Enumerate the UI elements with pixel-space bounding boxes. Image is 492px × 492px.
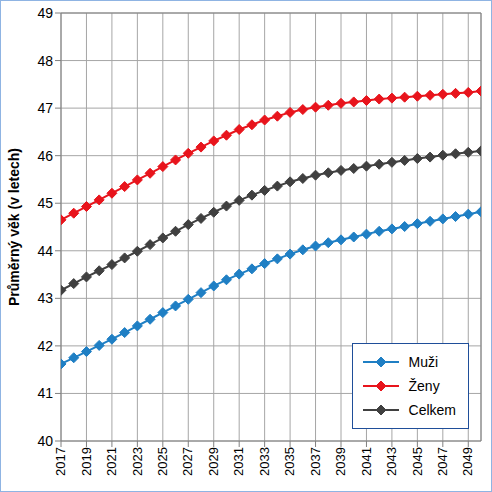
svg-text:44: 44 (37, 243, 53, 259)
svg-text:2045: 2045 (410, 447, 425, 476)
svg-text:42: 42 (37, 338, 53, 354)
svg-text:2019: 2019 (79, 447, 94, 476)
svg-text:2035: 2035 (282, 447, 297, 476)
svg-text:2033: 2033 (257, 447, 272, 476)
svg-text:47: 47 (37, 100, 53, 116)
svg-text:49: 49 (37, 5, 53, 21)
svg-text:2039: 2039 (333, 447, 348, 476)
svg-text:41: 41 (37, 385, 53, 401)
svg-text:2023: 2023 (130, 447, 145, 476)
svg-text:2021: 2021 (104, 447, 119, 476)
svg-text:40: 40 (37, 433, 53, 449)
html-text:Muži: Muži (408, 354, 439, 370)
svg-text:2029: 2029 (206, 447, 221, 476)
svg-text:2041: 2041 (359, 447, 374, 476)
html-text:Celkem: Celkem (408, 402, 456, 418)
svg-text:43: 43 (37, 290, 53, 306)
svg-text:46: 46 (37, 148, 53, 164)
svg-text:2027: 2027 (181, 447, 196, 476)
svg-text:2043: 2043 (384, 447, 399, 476)
svg-text:Průměrný věk (v letech): Průměrný věk (v letech) (8, 148, 22, 306)
html-text:Ženy: Ženy (408, 378, 440, 394)
svg-text:48: 48 (37, 53, 53, 69)
svg-text:2049: 2049 (461, 447, 476, 476)
svg-text:2025: 2025 (155, 447, 170, 476)
svg-text:45: 45 (37, 195, 53, 211)
svg-text:2031: 2031 (231, 447, 246, 476)
svg-text:2037: 2037 (308, 447, 323, 476)
svg-text:2047: 2047 (435, 447, 450, 476)
svg-text:2017: 2017 (53, 447, 68, 476)
